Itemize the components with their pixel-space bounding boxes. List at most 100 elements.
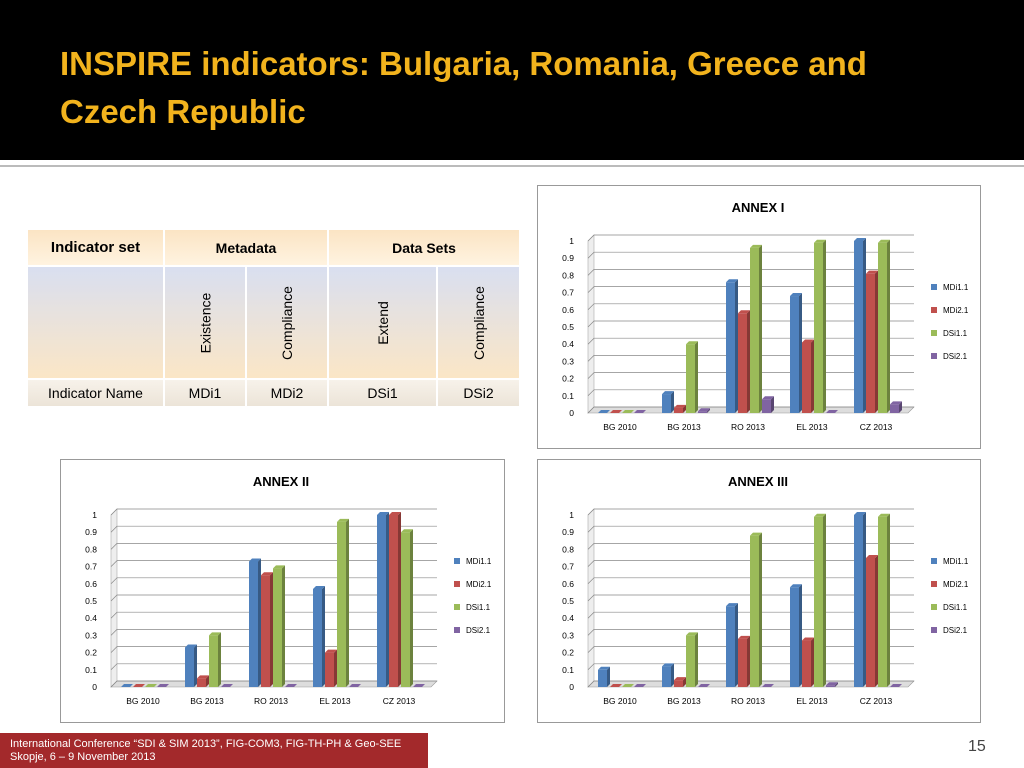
bar-top	[209, 632, 221, 636]
table-cell: MDi2	[247, 380, 329, 408]
y-tick-label: 0	[569, 408, 574, 418]
x-tick-label: RO 2013	[731, 696, 765, 706]
y-tick-label: 1	[569, 510, 574, 520]
grid-line	[587, 629, 914, 636]
grid-line	[110, 611, 437, 619]
slide-title: INSPIRE indicators: Bulgaria, Romania, G…	[60, 45, 867, 130]
bar	[698, 411, 707, 413]
bar-top	[686, 632, 698, 636]
bar-top	[790, 584, 802, 588]
bar	[662, 394, 671, 413]
table-cell	[28, 267, 165, 380]
bar-top	[854, 512, 866, 515]
y-tick-label: 0.8	[85, 544, 97, 554]
x-tick-label: EL 2013	[796, 696, 828, 706]
bar	[389, 515, 398, 687]
y-tick-label: 0.5	[562, 322, 574, 332]
bar-top	[762, 684, 774, 687]
y-tick-label: 0.2	[85, 648, 97, 658]
bar-top	[325, 649, 337, 653]
y-tick-label: 0.4	[562, 613, 574, 623]
y-tick-label: 0.8	[562, 270, 574, 280]
bar-side	[759, 532, 762, 687]
grid-line	[110, 646, 437, 653]
y-tick-label: 0.9	[85, 527, 97, 537]
bar-side	[258, 558, 261, 687]
divider	[0, 165, 1024, 167]
x-tick-label: BG 2013	[667, 422, 701, 432]
y-tick-label: 0.2	[562, 374, 574, 384]
y-tick-label: 0.6	[562, 579, 574, 589]
legend-swatch	[931, 581, 937, 587]
bar-top	[622, 684, 634, 687]
bar	[209, 635, 218, 687]
y-tick-label: 0.6	[562, 305, 574, 315]
bar	[249, 561, 258, 687]
grid-line	[587, 543, 914, 550]
chart-title: ANNEX I	[732, 200, 785, 215]
bar-top	[662, 663, 674, 667]
bar	[866, 558, 875, 687]
bar-side	[735, 603, 738, 687]
bar-top	[261, 572, 273, 576]
bar	[337, 521, 346, 687]
bar-side	[410, 529, 413, 687]
bar	[401, 532, 410, 687]
bar-top	[622, 410, 634, 413]
bar	[878, 242, 887, 413]
bar	[726, 606, 735, 687]
bar	[686, 344, 695, 413]
legend-label: MDi2.1	[466, 580, 492, 589]
legend-swatch	[931, 330, 937, 336]
bar-top	[878, 513, 890, 517]
header-bar: INSPIRE indicators: Bulgaria, Romania, G…	[0, 0, 1024, 160]
bar-top	[686, 341, 698, 345]
bar-top	[273, 565, 285, 569]
y-tick-label: 1	[569, 236, 574, 246]
chart-title: ANNEX III	[728, 474, 788, 489]
bar-top	[598, 410, 610, 413]
y-tick-label: 0	[569, 682, 574, 692]
bar-top	[121, 684, 133, 687]
bar-side	[799, 584, 802, 687]
y-tick-label: 0.1	[562, 665, 574, 675]
bar-top	[726, 603, 738, 607]
bar-side	[735, 279, 738, 413]
grid-line	[587, 303, 914, 311]
bar-top	[221, 684, 233, 687]
grid-line	[587, 251, 914, 259]
x-tick-label: BG 2010	[603, 422, 637, 432]
grid-line	[110, 543, 437, 550]
x-tick-label: BG 2013	[190, 696, 224, 706]
table-cell: Indicator Name	[28, 380, 165, 408]
x-tick-label: CZ 2013	[860, 422, 893, 432]
bar-side	[875, 270, 878, 413]
bar-top	[698, 684, 710, 687]
table-cell: MDi1	[165, 380, 247, 408]
bar-side	[270, 572, 273, 687]
grid-line	[110, 508, 437, 516]
chart: ANNEX II 0 0.1 0.2 0.3 0.4 0.5 0.6 0.7 0.8 0.9 1 BG …	[85, 474, 492, 706]
legend-label: MDi1.1	[943, 283, 969, 292]
bar-side	[671, 391, 674, 413]
x-tick-label: CZ 2013	[383, 696, 416, 706]
bar-top	[698, 408, 710, 412]
bar-top	[610, 684, 622, 687]
bar-top	[610, 410, 622, 413]
bar-side	[811, 637, 814, 687]
bar	[738, 313, 747, 413]
bar-top	[866, 270, 878, 274]
x-tick-label: BG 2010	[126, 696, 160, 706]
table-cell: DSi1	[329, 380, 438, 408]
bar-top	[890, 684, 902, 687]
bar-top	[145, 684, 157, 687]
y-tick-label: 0.1	[562, 391, 574, 401]
legend-label: MDi1.1	[466, 557, 492, 566]
legend-swatch	[931, 558, 937, 564]
chart: ANNEX I 0 0.1 0.2 0.3 0.4 0.5 0.6 0.7 0.8 0.9 1 BG 2…	[562, 200, 969, 432]
legend-label: DSi1.1	[943, 329, 968, 338]
chart-box: ANNEX I 0 0.1 0.2 0.3 0.4 0.5 0.6 0.7 0.8 0.9 1 BG 2…	[537, 185, 981, 449]
bar-side	[811, 339, 814, 413]
bar-side	[747, 310, 750, 413]
bar-side	[835, 682, 838, 687]
